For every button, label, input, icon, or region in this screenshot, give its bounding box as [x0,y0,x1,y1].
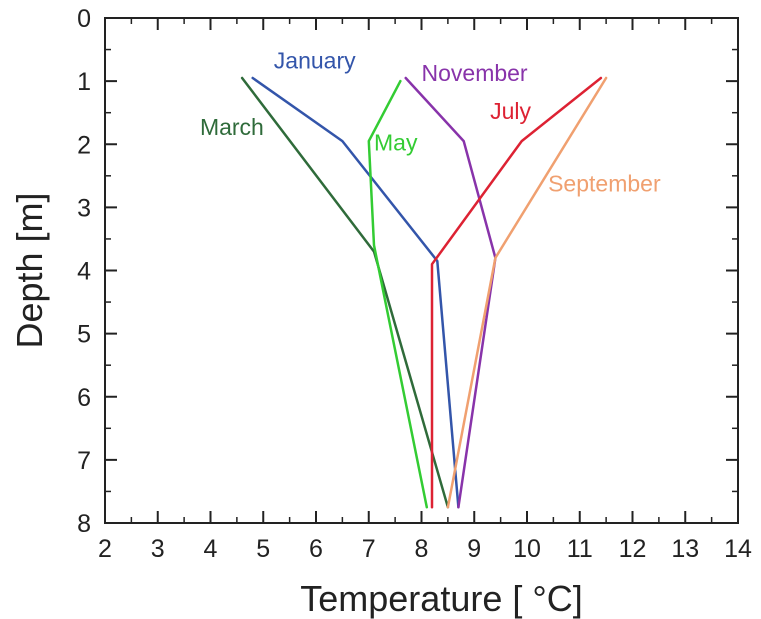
x-tick-label: 9 [467,535,481,563]
y-tick-label: 1 [77,68,91,96]
x-tick-label: 4 [204,535,218,563]
y-tick-label: 8 [77,510,91,538]
x-tick-label: 5 [256,535,270,563]
x-tick-label: 6 [309,535,323,563]
x-tick-label: 10 [513,535,541,563]
x-tick-label: 11 [567,535,593,563]
series-label-january: January [274,48,356,74]
tick-marks [104,17,739,524]
y-tick-label: 3 [77,194,91,222]
series-line-may [367,79,429,509]
x-tick-label: 7 [362,535,376,563]
series-line-november [404,76,497,509]
series-label-may: May [374,130,418,156]
x-tick-label: 3 [151,535,165,563]
series-line-july [430,76,603,509]
x-tick-label: 13 [671,535,699,563]
x-tick-label: 12 [619,535,647,563]
series-labels: January March May November July September [200,48,661,197]
y-tick-label: 4 [77,258,91,286]
y-axis-title: Depth [m] [9,192,50,348]
y-tick-label: 7 [77,447,91,475]
series-line-january [251,76,460,509]
series-label-march: March [200,114,264,140]
y-tick-label: 5 [77,321,91,349]
series-label-july: July [490,98,531,124]
y-tick-label: 2 [77,131,91,159]
series-line-september [446,76,608,509]
series-label-september: September [548,171,661,197]
x-tick-label: 2 [98,535,112,563]
x-tick-label: 14 [724,535,752,563]
y-tick-label: 0 [77,5,91,33]
series-lines [240,76,608,509]
x-tick-label: 8 [415,535,429,563]
series-label-november: November [422,60,528,86]
x-axis-title: Temperature [ °C] [300,578,583,619]
y-tick-label: 6 [77,384,91,412]
